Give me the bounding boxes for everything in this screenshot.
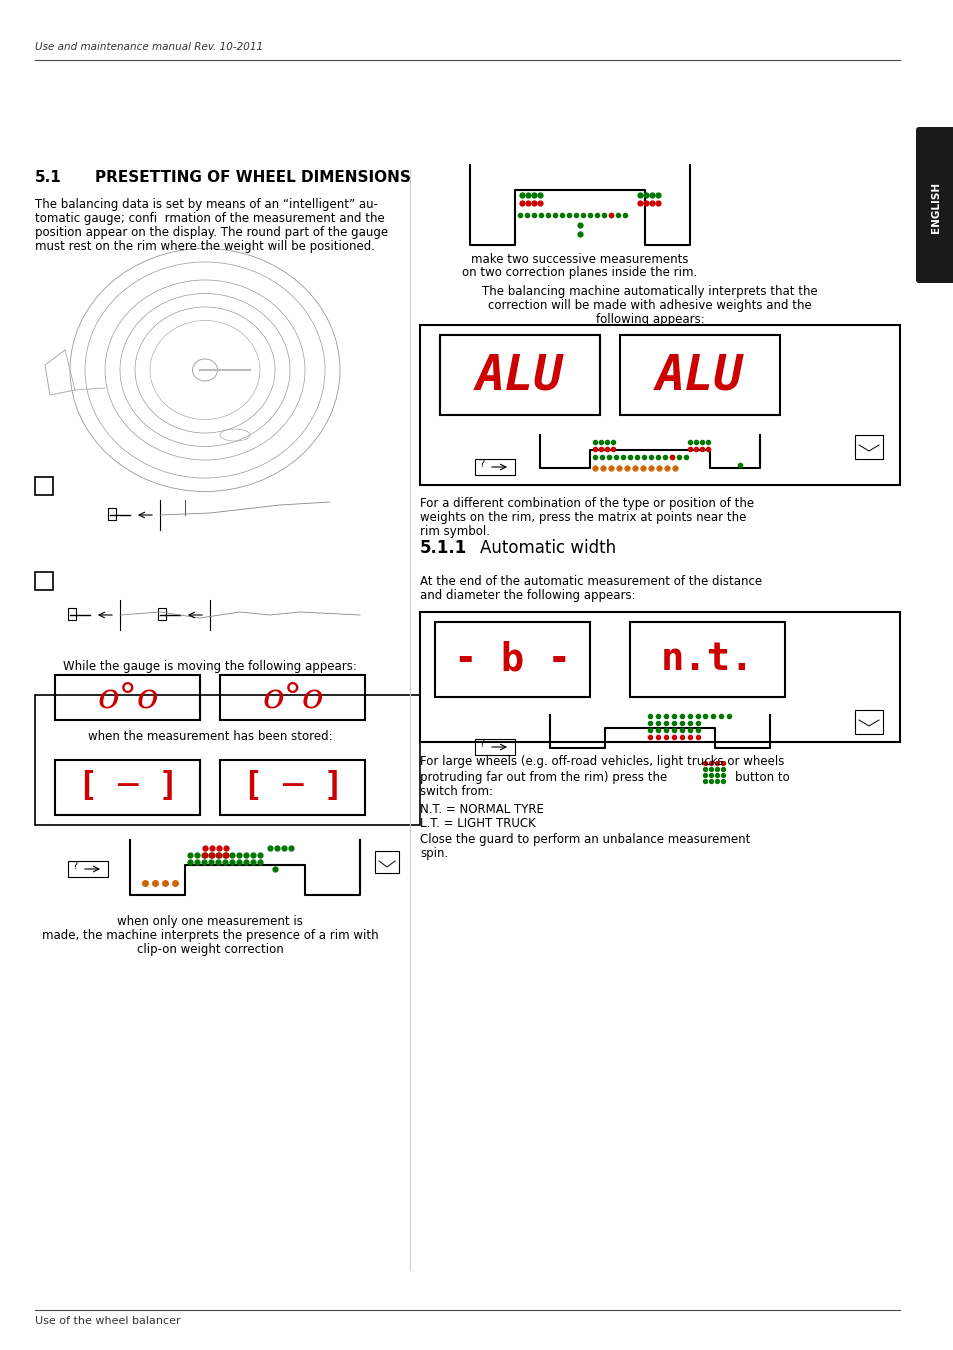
Text: when the measurement has been stored:: when the measurement has been stored: bbox=[88, 730, 332, 742]
Text: [ ─ ]: [ ─ ] bbox=[242, 771, 343, 803]
Bar bbox=[419, 612, 899, 743]
Text: PRESETTING OF WHEEL DIMENSIONS: PRESETTING OF WHEEL DIMENSIONS bbox=[95, 170, 411, 185]
Text: 5.1: 5.1 bbox=[35, 170, 62, 185]
Text: 5.1.1: 5.1.1 bbox=[419, 539, 467, 558]
Text: Use of the wheel balancer: Use of the wheel balancer bbox=[35, 1316, 180, 1326]
Text: [ ─ ]: [ ─ ] bbox=[77, 771, 178, 803]
Bar bbox=[629, 622, 784, 697]
Bar bbox=[158, 608, 166, 620]
Bar bbox=[35, 477, 53, 495]
Text: made, the machine interprets the presence of a rim with: made, the machine interprets the presenc… bbox=[42, 929, 378, 942]
Bar bbox=[220, 675, 365, 720]
Text: While the gauge is moving the following appears:: While the gauge is moving the following … bbox=[63, 660, 356, 674]
Text: tomatic gauge; confi  rmation of the measurement and the: tomatic gauge; confi rmation of the meas… bbox=[35, 212, 384, 225]
Bar bbox=[68, 608, 76, 620]
Text: n.t.: n.t. bbox=[660, 640, 754, 679]
Text: ALU: ALU bbox=[476, 351, 563, 400]
Text: position appear on the display. The round part of the gauge: position appear on the display. The roun… bbox=[35, 225, 388, 239]
Text: clip-on weight correction: clip-on weight correction bbox=[136, 944, 283, 956]
Text: weights on the rim, press the matrix at points near the: weights on the rim, press the matrix at … bbox=[419, 512, 745, 524]
Text: At the end of the automatic measurement of the distance: At the end of the automatic measurement … bbox=[419, 575, 761, 589]
Bar bbox=[854, 710, 882, 734]
Bar bbox=[35, 695, 419, 825]
Text: - b -: - b - bbox=[454, 640, 570, 679]
Text: make two successive measurements: make two successive measurements bbox=[471, 252, 688, 266]
Bar bbox=[854, 435, 882, 459]
Text: following appears:: following appears: bbox=[595, 313, 703, 325]
Text: on two correction planes inside the rim.: on two correction planes inside the rim. bbox=[462, 266, 697, 279]
Text: ?: ? bbox=[71, 861, 77, 871]
Text: The balancing data is set by means of an “intelligent” au-: The balancing data is set by means of an… bbox=[35, 198, 377, 211]
Text: o°o: o°o bbox=[97, 680, 158, 714]
Bar bbox=[435, 622, 589, 697]
Text: Automatic width: Automatic width bbox=[479, 539, 616, 558]
Bar bbox=[55, 675, 200, 720]
Bar bbox=[375, 850, 398, 873]
Text: when only one measurement is: when only one measurement is bbox=[117, 915, 303, 927]
Bar bbox=[68, 861, 108, 878]
Bar bbox=[439, 335, 599, 414]
Bar bbox=[55, 760, 200, 815]
Text: rim symbol.: rim symbol. bbox=[419, 525, 490, 539]
Text: Close the guard to perform an unbalance measurement: Close the guard to perform an unbalance … bbox=[419, 833, 750, 846]
Text: ALU: ALU bbox=[656, 351, 743, 400]
Text: button to: button to bbox=[734, 771, 789, 784]
Bar bbox=[475, 738, 515, 755]
Text: ENGLISH: ENGLISH bbox=[930, 181, 940, 232]
Bar bbox=[35, 572, 53, 590]
Bar bbox=[619, 335, 780, 414]
Text: spin.: spin. bbox=[419, 846, 448, 860]
Text: correction will be made with adhesive weights and the: correction will be made with adhesive we… bbox=[488, 298, 811, 312]
Bar bbox=[419, 325, 899, 485]
Text: Use and maintenance manual Rev. 10-2011: Use and maintenance manual Rev. 10-2011 bbox=[35, 42, 263, 53]
Text: L.T. = LIGHT TRUCK: L.T. = LIGHT TRUCK bbox=[419, 817, 536, 830]
Text: The balancing machine automatically interprets that the: The balancing machine automatically inte… bbox=[481, 285, 817, 298]
Text: ?: ? bbox=[478, 738, 483, 749]
Text: and diameter the following appears:: and diameter the following appears: bbox=[419, 589, 635, 602]
Text: For a different combination of the type or position of the: For a different combination of the type … bbox=[419, 497, 753, 510]
Text: o°o: o°o bbox=[262, 680, 323, 714]
Bar bbox=[220, 760, 365, 815]
FancyBboxPatch shape bbox=[915, 127, 953, 284]
Text: N.T. = NORMAL TYRE: N.T. = NORMAL TYRE bbox=[419, 803, 543, 815]
Text: ?: ? bbox=[478, 459, 483, 468]
Text: For large wheels (e.g. off-road vehicles, light trucks or wheels: For large wheels (e.g. off-road vehicles… bbox=[419, 755, 783, 768]
Bar bbox=[475, 459, 515, 475]
Bar bbox=[108, 508, 116, 520]
Text: switch from:: switch from: bbox=[419, 784, 493, 798]
Text: must rest on the rim where the weight will be positioned.: must rest on the rim where the weight wi… bbox=[35, 240, 375, 252]
Text: protruding far out from the rim) press the: protruding far out from the rim) press t… bbox=[419, 771, 666, 784]
